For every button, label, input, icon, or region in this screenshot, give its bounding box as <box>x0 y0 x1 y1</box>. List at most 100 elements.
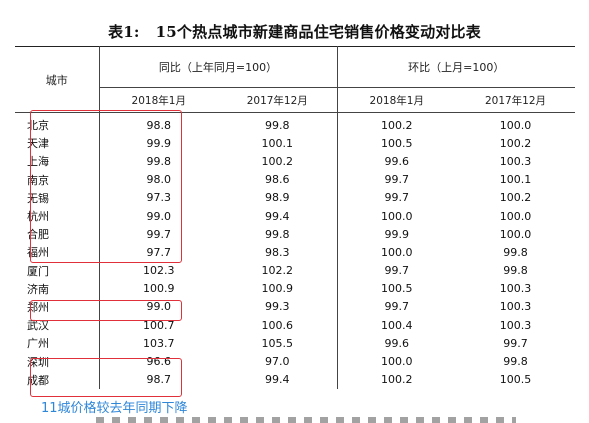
table-row: 广州 103.7 105.5 99.6 99.7 <box>15 334 575 353</box>
yoy-value-cell: 105.5 <box>261 336 294 350</box>
mom-value-cell: 100.2 <box>336 112 456 135</box>
mom-value-cell: 100.0 <box>336 243 456 262</box>
yoy-value-cell: 98.7 <box>146 373 172 387</box>
city-cell: 广州 <box>15 334 100 353</box>
mom-value-cell: 100.2 <box>499 136 532 150</box>
table-row: 合肥 99.7 99.8 99.9 100.0 <box>15 225 575 244</box>
mom-value-cell: 99.9 <box>336 225 456 244</box>
annotation-caption: 11城价格较去年同期下降 <box>41 401 188 416</box>
yoy-value-cell: 100.9 <box>261 282 294 296</box>
table-row: 厦门 102.3 102.2 99.7 99.8 <box>15 261 575 280</box>
city-cell: 北京 <box>15 112 100 135</box>
yoy-value-cell: 99.0 <box>146 209 172 223</box>
price-comparison-table: 城市 同比（上年同月=100） 环比（上月=100） 2018年1月 2017年… <box>15 46 575 389</box>
yoy-value-cell: 100.9 <box>143 282 175 296</box>
mom-value-cell: 100.1 <box>499 173 532 187</box>
city-column-header: 城市 <box>15 46 100 113</box>
yoy-value-cell: 99.8 <box>265 227 290 241</box>
table-row: 郑州 99.0 99.3 99.7 100.3 <box>15 297 575 317</box>
city-cell: 武汉 <box>15 316 100 335</box>
yoy-value-cell: 102.3 <box>143 264 175 278</box>
yoy-value-cell: 98.8 <box>146 118 172 132</box>
mom-value-cell: 100.2 <box>499 191 532 205</box>
yoy-value-cell: 99.8 <box>265 118 290 132</box>
mom-value-cell: 99.8 <box>503 264 528 278</box>
table-title: 表1: 15个热点城市新建商品住宅销售价格变动对比表 <box>0 21 589 42</box>
mom-value-cell: 99.8 <box>503 245 528 259</box>
mom-value-cell: 100.0 <box>499 227 532 241</box>
mom-value-cell: 100.3 <box>499 318 532 332</box>
city-cell: 上海 <box>15 152 100 171</box>
table-row: 济南 100.9 100.9 100.5 100.3 <box>15 279 575 298</box>
mom-value-cell: 100.5 <box>336 134 456 153</box>
mom-value-cell: 99.7 <box>336 188 456 207</box>
table-row: 无锡 97.3 98.9 99.7 100.2 <box>15 188 575 207</box>
yoy-value-cell: 100.7 <box>143 318 175 332</box>
mom-value-cell: 99.6 <box>336 334 456 353</box>
table-title-text: 15个热点城市新建商品住宅销售价格变动对比表 <box>155 23 481 41</box>
mom-value-cell: 100.2 <box>336 370 456 389</box>
mom-value-cell: 99.7 <box>336 261 456 280</box>
mom-value-cell: 99.7 <box>336 170 456 189</box>
mom-value-cell: 99.8 <box>503 355 528 369</box>
yoy-value-cell: 98.0 <box>146 173 172 187</box>
yoy-period-header: 2018年1月 <box>131 94 186 107</box>
yoy-value-cell: 97.7 <box>146 245 172 259</box>
mom-value-cell: 100.0 <box>499 118 532 132</box>
table-row: 成都 98.7 99.4 100.2 100.5 <box>15 370 575 389</box>
yoy-period-header: 2017年12月 <box>246 94 308 107</box>
city-cell: 深圳 <box>15 352 100 371</box>
city-cell: 厦门 <box>15 261 100 280</box>
yoy-value-cell: 98.9 <box>265 191 290 205</box>
mom-value-cell: 100.3 <box>499 300 532 314</box>
city-cell: 成都 <box>15 370 100 389</box>
yoy-value-cell: 102.2 <box>261 264 294 278</box>
yoy-value-cell: 99.8 <box>146 154 172 168</box>
yoy-group-header: 同比（上年同月=100） <box>99 46 337 88</box>
mom-value-cell: 100.3 <box>499 282 532 296</box>
table-row: 南京 98.0 98.6 99.7 100.1 <box>15 170 575 189</box>
yoy-value-cell: 100.2 <box>261 154 294 168</box>
yoy-value-cell: 103.7 <box>143 336 175 350</box>
mom-value-cell: 100.5 <box>499 373 532 387</box>
yoy-value-cell: 96.6 <box>146 355 172 369</box>
yoy-value-cell: 100.1 <box>261 136 294 150</box>
yoy-value-cell: 98.3 <box>265 245 290 259</box>
mom-value-cell: 99.6 <box>336 152 456 171</box>
table-row: 上海 99.8 100.2 99.6 100.3 <box>15 152 575 171</box>
yoy-value-cell: 97.0 <box>265 355 290 369</box>
city-cell: 南京 <box>15 170 100 189</box>
city-cell: 济南 <box>15 279 100 298</box>
city-cell: 天津 <box>15 134 100 153</box>
table-row: 武汉 100.7 100.6 100.4 100.3 <box>15 316 575 335</box>
yoy-value-cell: 99.9 <box>146 136 172 150</box>
city-cell: 福州 <box>15 243 100 262</box>
yoy-value-cell: 99.4 <box>265 373 290 387</box>
table-number-label: 表1: <box>108 23 140 41</box>
yoy-value-cell: 98.6 <box>265 173 290 187</box>
table-row: 北京 98.8 99.8 100.2 100.0 <box>15 112 575 135</box>
city-cell: 郑州 <box>15 297 100 317</box>
city-cell: 无锡 <box>15 188 100 207</box>
mom-period-header: 2018年1月 <box>336 87 456 113</box>
mom-value-cell: 100.0 <box>336 352 456 371</box>
yoy-value-cell: 97.3 <box>146 191 172 205</box>
table-row: 天津 99.9 100.1 100.5 100.2 <box>15 134 575 153</box>
cropped-text-fragment <box>96 417 516 423</box>
mom-value-cell: 100.5 <box>336 279 456 298</box>
mom-value-cell: 100.0 <box>336 206 456 226</box>
mom-value-cell: 100.4 <box>336 316 456 335</box>
table-row: 福州 97.7 98.3 100.0 99.8 <box>15 243 575 262</box>
yoy-value-cell: 99.4 <box>265 209 290 223</box>
mom-value-cell: 100.3 <box>499 154 532 168</box>
mom-value-cell: 100.0 <box>499 209 532 223</box>
table-body: 北京 98.8 99.8 100.2 100.0 天津 99.9 100.1 100.5 100.… <box>15 112 575 389</box>
table-row: 杭州 99.0 99.4 100.0 100.0 <box>15 206 575 226</box>
table-row: 深圳 96.6 97.0 100.0 99.8 <box>15 352 575 371</box>
yoy-value-cell: 99.7 <box>146 227 172 241</box>
mom-value-cell: 99.7 <box>503 336 528 350</box>
mom-value-cell: 99.7 <box>336 297 456 317</box>
yoy-value-cell: 100.6 <box>261 318 294 332</box>
city-cell: 合肥 <box>15 225 100 244</box>
yoy-value-cell: 99.3 <box>265 300 290 314</box>
